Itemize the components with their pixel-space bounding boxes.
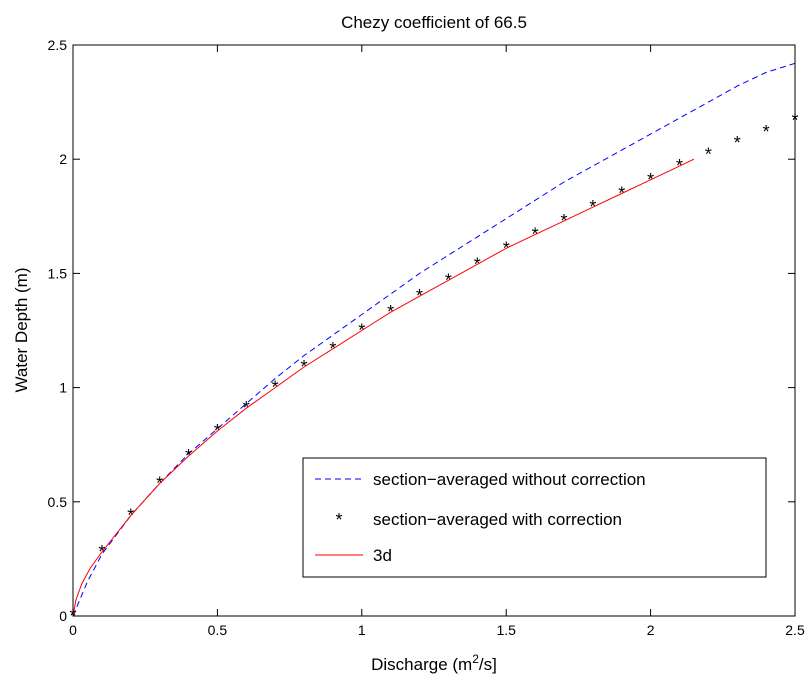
- y-tick-label-4: 2: [59, 151, 67, 167]
- x-axis-label: Discharge (m2/s]: [371, 652, 497, 674]
- series-1-point-24: *: [763, 122, 770, 142]
- legend-marker-with-correction: *: [335, 510, 342, 530]
- axes-frame: [72, 44, 796, 617]
- axes-layer: 0 0.5 1 1.5 2 2.5 0 0.5 1 1.5 2 2.5: [48, 37, 805, 638]
- y-tick-label-0: 0: [59, 608, 67, 624]
- legend: section−averaged without correction * se…: [302, 457, 767, 578]
- x-tick-label-3: 1.5: [496, 622, 516, 638]
- x-tick-label-2: 1: [358, 622, 366, 638]
- chart-title: Chezy coefficient of 66.5: [341, 13, 527, 32]
- x-axis-label-pre: Discharge (m: [371, 655, 472, 674]
- y-tick-label-2: 1: [59, 380, 67, 396]
- series-2-line: [72, 158, 695, 617]
- x-tick-label-5: 2.5: [785, 622, 805, 638]
- series-1-point-22: *: [705, 145, 712, 165]
- y-tick-label-3: 1.5: [48, 265, 68, 281]
- legend-label-without-correction: section−averaged without correction: [373, 470, 646, 489]
- x-tick-label-4: 2: [647, 622, 655, 638]
- series-1-point-23: *: [734, 133, 741, 153]
- x-tick-label-1: 0.5: [208, 622, 228, 638]
- series-0-line: [72, 62, 796, 617]
- x-tick-label-0: 0: [69, 622, 77, 638]
- y-tick-label-1: 0.5: [48, 494, 68, 510]
- series-layer: **************************: [69, 62, 799, 626]
- y-axis-label: Water Depth (m): [12, 267, 31, 392]
- y-tick-label-5: 2.5: [48, 37, 68, 53]
- legend-label-with-correction: section−averaged with correction: [373, 510, 622, 529]
- x-axis-label-post: /s]: [479, 655, 497, 674]
- legend-label-3d: 3d: [373, 546, 392, 565]
- x-axis-label-sup: 2: [472, 652, 479, 666]
- legend-box: [302, 457, 767, 578]
